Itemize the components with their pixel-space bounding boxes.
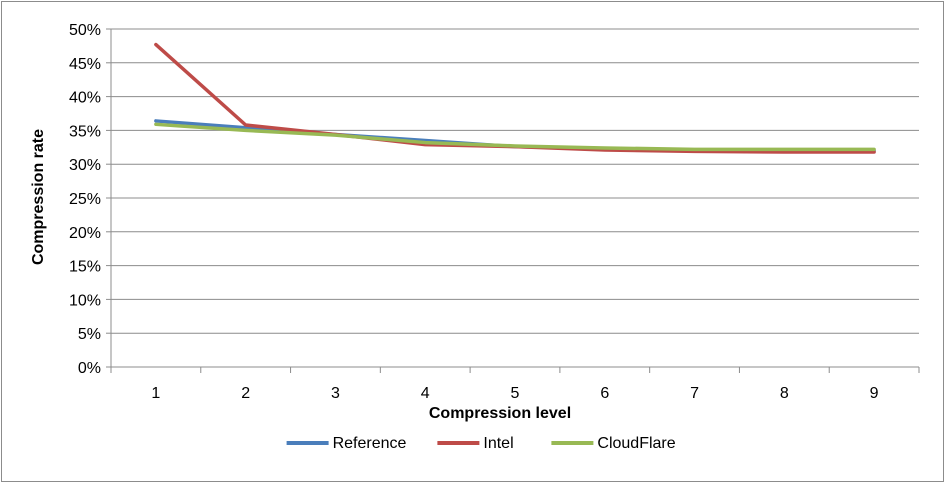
y-tick-label: 40% — [69, 90, 101, 107]
series-line-intel — [154, 42, 876, 154]
y-tick-label: 10% — [69, 292, 101, 309]
y-tick-label: 25% — [69, 191, 101, 208]
y-tick-label: 15% — [69, 259, 101, 276]
y-tick-labels: 0% 5% 10% 15% 20% 25% 30% 35% 40% 45% 50% — [69, 22, 101, 377]
axes — [106, 28, 920, 373]
x-tick-label: 8 — [780, 385, 789, 402]
y-axis-title: Compression rate — [30, 129, 47, 265]
x-tick-label: 1 — [151, 385, 160, 402]
x-tick-label: 3 — [331, 385, 340, 402]
x-tick-label: 6 — [600, 385, 609, 402]
x-axis-title: Compression level — [429, 405, 571, 422]
x-tick-label: 7 — [690, 385, 699, 402]
x-tick-label: 5 — [511, 385, 520, 402]
x-tick-label: 2 — [241, 385, 250, 402]
y-tick-label: 45% — [69, 56, 101, 73]
legend: Reference Intel CloudFlare — [286, 435, 676, 452]
legend-label: CloudFlare — [597, 435, 675, 452]
x-tick-labels: 1 2 3 4 5 6 7 8 9 — [151, 385, 878, 402]
y-tick-label: 30% — [69, 157, 101, 174]
x-tick-label: 9 — [870, 385, 879, 402]
series-line-cloudflare — [154, 122, 876, 152]
series-lines — [154, 42, 876, 154]
y-tick-label: 50% — [69, 22, 101, 39]
legend-item-reference: Reference — [286, 435, 407, 452]
x-tick-label: 4 — [421, 385, 430, 402]
legend-item-intel: Intel — [437, 435, 514, 452]
y-tick-label: 5% — [78, 326, 101, 343]
y-tick-label: 35% — [69, 123, 101, 140]
y-tick-label: 0% — [78, 360, 101, 377]
gridlines — [111, 28, 919, 334]
legend-item-cloudflare: CloudFlare — [551, 435, 676, 452]
legend-label: Intel — [483, 435, 513, 452]
legend-label: Reference — [333, 435, 407, 452]
y-tick-label: 20% — [69, 225, 101, 242]
